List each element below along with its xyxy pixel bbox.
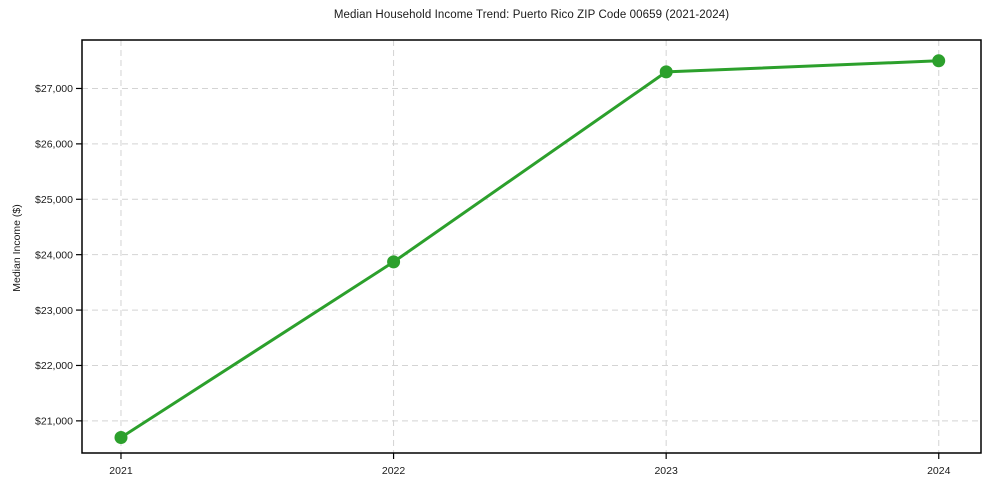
data-point-2022	[387, 255, 401, 269]
y-tick-label: $22,000	[35, 360, 73, 372]
gridlines	[82, 40, 981, 453]
chart-title: Median Household Income Trend: Puerto Ri…	[333, 9, 730, 21]
x-tick-label: 2023	[654, 465, 678, 477]
x-tick-label: 2024	[927, 465, 951, 477]
y-tick-label: $24,000	[35, 249, 73, 261]
trend-line	[119, 59, 941, 439]
y-tick-label: $26,000	[35, 139, 73, 151]
data-points	[114, 54, 946, 444]
x-tick-label: 2022	[382, 465, 406, 477]
y-axis: $21,000 $22,000 $23,000 $24,000 $25,000 $26,0…	[35, 83, 82, 428]
x-axis: 2021 2022 2023 2024	[109, 453, 951, 477]
y-tick-label: $27,000	[35, 83, 73, 95]
y-tick-label: $23,000	[35, 305, 73, 317]
data-point-2024	[932, 54, 946, 68]
plot-border	[81, 39, 982, 454]
x-tick-label: 2021	[109, 465, 133, 477]
data-point-2023	[659, 65, 673, 79]
data-point-2021	[114, 431, 128, 444]
y-tick-label: $21,000	[35, 416, 73, 428]
y-tick-label: $25,000	[35, 194, 73, 206]
